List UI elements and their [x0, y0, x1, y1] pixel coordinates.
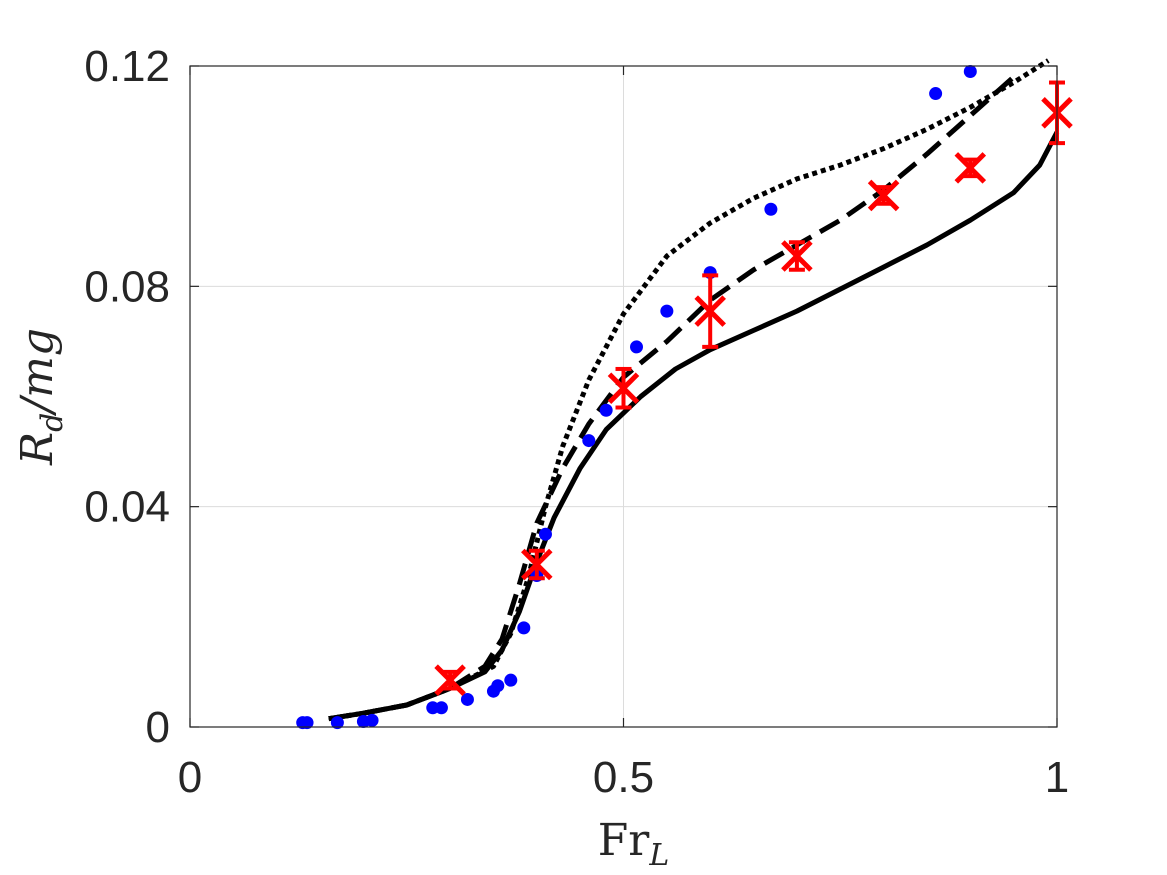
- x-marker-stroke: [694, 295, 726, 327]
- x-marker-stroke: [867, 179, 900, 212]
- y-tick-label: 0.12: [84, 42, 170, 91]
- data-point-x-marker: [607, 366, 640, 410]
- data-point-x-marker: [694, 273, 726, 349]
- data-point-dot: [599, 403, 613, 417]
- data-point-dot: [460, 692, 474, 706]
- data-point-dot: [660, 304, 674, 318]
- data-point-dot: [434, 701, 448, 715]
- data-point-dot: [764, 202, 778, 216]
- data-point-dot: [582, 434, 596, 448]
- data-point-x-marker: [867, 179, 900, 212]
- y-tick-label: 0.08: [84, 262, 170, 311]
- x-tick-label: 1: [1045, 753, 1069, 802]
- y-axis-label-sub: d: [35, 413, 70, 432]
- data-point-x-marker: [954, 152, 987, 184]
- x-marker-stroke: [521, 548, 553, 581]
- x-axis-label: FrL: [598, 815, 669, 873]
- y-axis-label-main: R: [12, 432, 63, 466]
- data-point-dot: [538, 527, 552, 541]
- data-point-dot: [517, 621, 531, 635]
- data-point-dot: [365, 713, 379, 727]
- series-solid-line-0: [328, 130, 1060, 722]
- data-point-dot: [963, 65, 977, 79]
- y-axis-label-rest: /mg: [12, 328, 63, 417]
- series-dotted-line-2: [328, 58, 1050, 722]
- data-point-dot: [929, 87, 943, 101]
- axis-ticks: 0 0.5 1 0 0.04 0.08 0.12: [84, 42, 1069, 802]
- x-marker-stroke: [954, 152, 987, 184]
- x-marker-stroke: [607, 372, 640, 405]
- y-axis-label: Rd/mg: [12, 328, 70, 466]
- data-point-dot: [330, 716, 344, 730]
- x-axis-label-main: Fr: [598, 815, 651, 866]
- data-point-dot: [504, 673, 518, 687]
- x-tick-label: 0: [178, 753, 202, 802]
- data-point-dot: [630, 340, 644, 354]
- data-point-x-marker: [434, 664, 466, 696]
- x-tick-label: 0.5: [593, 753, 654, 802]
- y-tick-label: 0: [146, 703, 170, 752]
- y-tick-label: 0.04: [84, 483, 170, 532]
- x-marker-stroke: [781, 240, 813, 272]
- data-point-dot: [491, 679, 505, 693]
- data-point-x-marker: [781, 240, 813, 272]
- plot-area: [296, 58, 1073, 730]
- data-point-x-marker: [521, 548, 553, 581]
- x-axis-label-sub: L: [648, 838, 669, 873]
- x-marker-stroke: [434, 664, 466, 696]
- data-point-dot: [300, 716, 314, 730]
